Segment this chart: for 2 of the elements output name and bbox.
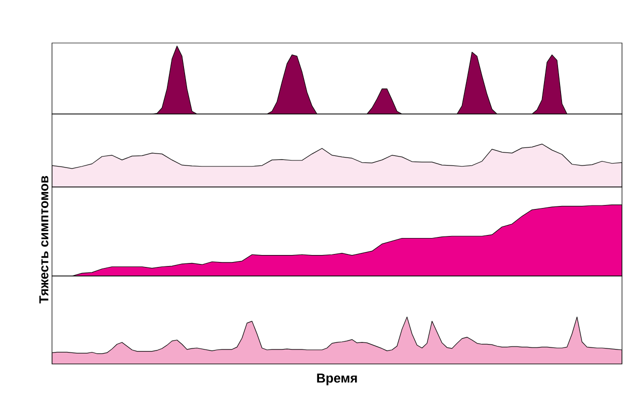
x-axis-title: Время: [317, 374, 357, 386]
y-axis-title: Тяжесть симптомов: [39, 176, 48, 304]
